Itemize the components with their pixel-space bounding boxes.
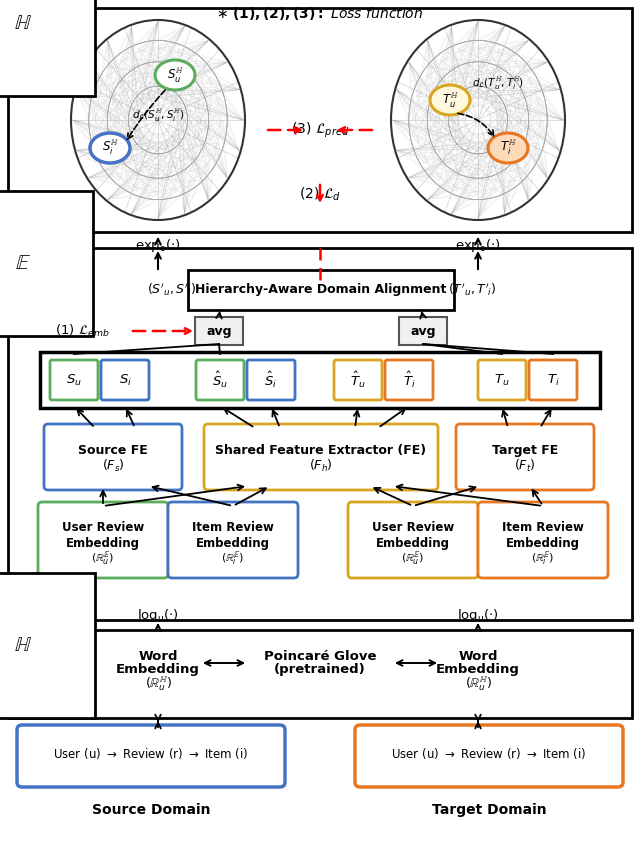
Text: $\mathbb{E}$: $\mathbb{E}$ (15, 253, 31, 273)
Text: $(3)\ \mathcal{L}_{pred}$: $(3)\ \mathcal{L}_{pred}$ (291, 120, 349, 140)
FancyBboxPatch shape (355, 725, 623, 787)
Text: $T_{i}^{\mathbb{H}}$: $T_{i}^{\mathbb{H}}$ (500, 139, 516, 157)
Text: $S_{u}^{\mathbb{H}}$: $S_{u}^{\mathbb{H}}$ (166, 66, 183, 84)
Text: Embedding: Embedding (506, 537, 580, 550)
FancyBboxPatch shape (385, 360, 433, 400)
Text: $\hat{S}_{u}$: $\hat{S}_{u}$ (212, 370, 228, 390)
FancyBboxPatch shape (44, 424, 182, 490)
Text: $(\mathbb{R}_{u}^{\mathbb{E}})$: $(\mathbb{R}_{u}^{\mathbb{E}})$ (92, 551, 115, 568)
Text: $(2)\ \mathcal{L}_{d}$: $(2)\ \mathcal{L}_{d}$ (299, 185, 341, 203)
Text: User Review: User Review (62, 521, 144, 535)
FancyBboxPatch shape (101, 360, 149, 400)
Text: $\hat{T}_{i}$: $\hat{T}_{i}$ (403, 370, 415, 390)
Text: $(F_{t})$: $(F_{t})$ (514, 458, 536, 474)
Text: Source FE: Source FE (78, 444, 148, 456)
Text: $d_{\mathcal{L}}(S_{u}^{\mathbb{H}},S_{i}^{\mathbb{H}})$: $d_{\mathcal{L}}(S_{u}^{\mathbb{H}},S_{i… (132, 108, 184, 124)
Text: $(\mathbb{R}_{u}^{\mathbb{H}})$: $(\mathbb{R}_{u}^{\mathbb{H}})$ (145, 674, 172, 693)
Text: (pretrained): (pretrained) (274, 663, 366, 676)
Ellipse shape (488, 133, 528, 163)
FancyBboxPatch shape (8, 248, 632, 620)
Text: $(\mathbb{R}_{i}^{\mathbb{E}})$: $(\mathbb{R}_{i}^{\mathbb{E}})$ (221, 551, 244, 568)
Text: Embedding: Embedding (66, 537, 140, 550)
Text: Item Review: Item Review (502, 521, 584, 535)
FancyBboxPatch shape (478, 360, 526, 400)
Text: $(1)\ \mathcal{L}_{emb}$: $(1)\ \mathcal{L}_{emb}$ (55, 323, 109, 339)
Text: $T_{i}$: $T_{i}$ (547, 372, 559, 387)
Text: $\mathrm{exp_{o}(\cdot)}$: $\mathrm{exp_{o}(\cdot)}$ (135, 237, 181, 254)
FancyBboxPatch shape (188, 270, 454, 310)
Ellipse shape (90, 133, 130, 163)
FancyBboxPatch shape (478, 502, 608, 578)
Text: $(\mathbb{R}_{i}^{\mathbb{E}})$: $(\mathbb{R}_{i}^{\mathbb{E}})$ (531, 551, 555, 568)
Ellipse shape (71, 20, 245, 220)
Text: $d_{\mathcal{L}}(T_{u}^{\mathbb{H}},T_{i}^{\mathbb{H}})$: $d_{\mathcal{L}}(T_{u}^{\mathbb{H}},T_{i… (472, 76, 524, 92)
Text: avg: avg (410, 324, 436, 338)
Text: $S_{i}$: $S_{i}$ (118, 372, 131, 387)
FancyBboxPatch shape (247, 360, 295, 400)
Text: $\mathrm{log_{u}(\cdot)}$: $\mathrm{log_{u}(\cdot)}$ (137, 606, 179, 623)
Text: User (u) $\rightarrow$ Review (r) $\rightarrow$ Item (i): User (u) $\rightarrow$ Review (r) $\righ… (392, 746, 586, 761)
Text: $\hat{T}_{u}$: $\hat{T}_{u}$ (350, 370, 366, 390)
Text: Shared Feature Extractor (FE): Shared Feature Extractor (FE) (216, 444, 427, 456)
FancyBboxPatch shape (38, 502, 168, 578)
Text: $\mathrm{log_{u}(\cdot)}$: $\mathrm{log_{u}(\cdot)}$ (457, 606, 499, 623)
Text: Item Review: Item Review (192, 521, 274, 535)
Text: $T_{u}^{\mathbb{H}}$: $T_{u}^{\mathbb{H}}$ (442, 91, 458, 109)
Text: Poincaré Glove: Poincaré Glove (264, 649, 376, 663)
Text: $T_{u}$: $T_{u}$ (494, 372, 510, 387)
FancyBboxPatch shape (17, 725, 285, 787)
FancyBboxPatch shape (50, 360, 98, 400)
Text: Embedding: Embedding (196, 537, 270, 550)
Text: Embedding: Embedding (376, 537, 450, 550)
FancyBboxPatch shape (529, 360, 577, 400)
Text: $(S'_{u},S'_{i})$: $(S'_{u},S'_{i})$ (147, 282, 196, 298)
Text: $(\mathbb{R}_{u}^{\mathbb{E}})$: $(\mathbb{R}_{u}^{\mathbb{E}})$ (401, 551, 425, 568)
Text: $\hat{S}_{i}$: $\hat{S}_{i}$ (264, 370, 278, 390)
FancyBboxPatch shape (399, 317, 447, 345)
Text: $(F_{h})$: $(F_{h})$ (309, 458, 333, 474)
Ellipse shape (155, 60, 195, 90)
Text: $\ast$ $\mathbf{(1),(2),(3):}$ $\mathit{Loss\ function}$: $\ast$ $\mathbf{(1),(2),(3):}$ $\mathit{… (216, 4, 424, 22)
Text: Target FE: Target FE (492, 444, 558, 456)
FancyBboxPatch shape (204, 424, 438, 490)
Text: Embedding: Embedding (436, 663, 520, 676)
Text: $(T'_{u},T'_{i})$: $(T'_{u},T'_{i})$ (448, 282, 496, 298)
Text: avg: avg (206, 324, 232, 338)
Text: Hierarchy-Aware Domain Alignment: Hierarchy-Aware Domain Alignment (195, 284, 447, 296)
Text: User (u) $\rightarrow$ Review (r) $\rightarrow$ Item (i): User (u) $\rightarrow$ Review (r) $\righ… (54, 746, 248, 761)
FancyBboxPatch shape (168, 502, 298, 578)
FancyBboxPatch shape (8, 8, 632, 232)
Text: $(F_{s})$: $(F_{s})$ (102, 458, 124, 474)
Text: $\mathbb{H}$: $\mathbb{H}$ (14, 13, 32, 33)
Text: User Review: User Review (372, 521, 454, 535)
FancyBboxPatch shape (456, 424, 594, 490)
Ellipse shape (430, 85, 470, 115)
Text: Target Domain: Target Domain (432, 803, 547, 817)
FancyBboxPatch shape (334, 360, 382, 400)
Text: $(\mathbb{R}_{u}^{\mathbb{H}})$: $(\mathbb{R}_{u}^{\mathbb{H}})$ (465, 674, 492, 693)
FancyBboxPatch shape (196, 360, 244, 400)
Text: $\mathbb{H}$: $\mathbb{H}$ (14, 635, 32, 655)
Text: $\mathrm{exp_{o}(\cdot)}$: $\mathrm{exp_{o}(\cdot)}$ (455, 237, 501, 254)
Text: $S_{u}$: $S_{u}$ (66, 372, 82, 387)
FancyBboxPatch shape (8, 630, 632, 718)
Text: Word: Word (138, 649, 178, 663)
FancyBboxPatch shape (348, 502, 478, 578)
FancyBboxPatch shape (40, 352, 600, 408)
Text: $S_{i}^{\mathbb{H}}$: $S_{i}^{\mathbb{H}}$ (102, 139, 118, 157)
Ellipse shape (391, 20, 565, 220)
FancyBboxPatch shape (195, 317, 243, 345)
Text: Embedding: Embedding (116, 663, 200, 676)
Text: Source Domain: Source Domain (92, 803, 211, 817)
Text: Word: Word (458, 649, 498, 663)
